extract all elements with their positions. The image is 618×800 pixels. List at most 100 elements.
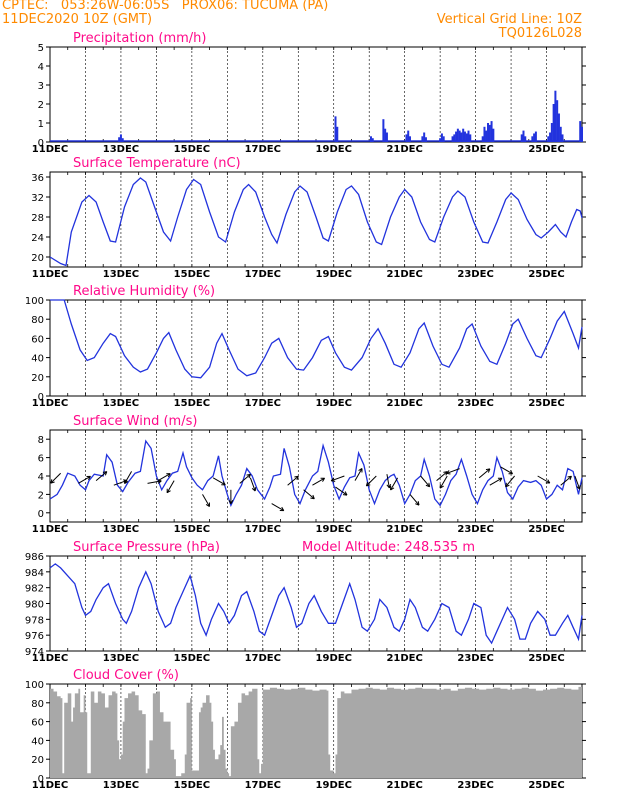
wind-arrow bbox=[166, 480, 175, 494]
wind-arrow bbox=[78, 475, 91, 484]
x-tick-label: 23DEC bbox=[457, 653, 493, 664]
series-line bbox=[49, 439, 583, 508]
x-tick-label: 23DEC bbox=[457, 780, 493, 791]
y-tick-label: 24 bbox=[31, 233, 44, 244]
wind-arrow-shaft bbox=[166, 480, 175, 493]
precip-bar bbox=[382, 119, 385, 142]
precip-bar bbox=[557, 113, 560, 142]
wind-arrow-head bbox=[312, 494, 315, 499]
wind-arrow bbox=[409, 494, 420, 506]
plot-frame bbox=[49, 299, 583, 397]
wind-arrow-head bbox=[446, 472, 451, 475]
x-tick-label: 21DEC bbox=[386, 144, 422, 155]
x-tick-label: 13DEC bbox=[103, 269, 139, 280]
y-tick-label: 3 bbox=[38, 81, 44, 92]
header-station: CPTEC: 053:26W-06:05S PROX06: TUCUMA (PA… bbox=[2, 0, 329, 13]
y-tick-label: 80 bbox=[31, 315, 44, 326]
wind-arrow-shaft bbox=[239, 473, 251, 484]
precip-bar bbox=[424, 137, 427, 142]
precip-bar bbox=[465, 133, 468, 142]
y-tick-label: 8 bbox=[38, 435, 44, 446]
x-tick-label: 17DEC bbox=[245, 524, 281, 535]
y-tick-label: 80 bbox=[31, 699, 44, 710]
precip-bar bbox=[561, 134, 564, 142]
plot-frame bbox=[49, 46, 583, 143]
precip-bar bbox=[533, 133, 536, 142]
y-tick-label: 984 bbox=[25, 568, 44, 579]
precip-bar bbox=[385, 132, 388, 142]
wind-arrow-shaft bbox=[505, 475, 515, 488]
wind-arrow bbox=[354, 468, 363, 481]
wind-arrow bbox=[537, 475, 551, 484]
x-tick-label: 19DEC bbox=[316, 144, 352, 155]
wind-arrow bbox=[312, 477, 326, 486]
precip-bar bbox=[487, 123, 490, 142]
wind-arrow-head bbox=[166, 490, 171, 494]
precip-bar bbox=[451, 136, 454, 142]
panel-pressure: 974 976 978 980 982 984 986 11DEC 13DEC 15DEC 17DE… bbox=[25, 540, 586, 664]
wind-arrow-head bbox=[428, 482, 431, 487]
precip-bar bbox=[456, 128, 459, 142]
x-tick-label: 11DEC bbox=[32, 653, 68, 664]
header-run-time: 11DEC2020 10Z (GMT) bbox=[2, 12, 153, 27]
wind-arrow-head bbox=[230, 500, 234, 505]
wind-arrow-head bbox=[446, 470, 450, 474]
precip-bar bbox=[423, 132, 426, 142]
y-tick-label: 4 bbox=[38, 62, 44, 73]
precip-bar bbox=[579, 121, 582, 142]
wind-arrow bbox=[365, 475, 377, 487]
x-tick-label: 19DEC bbox=[316, 653, 352, 664]
y-tick-label: 4 bbox=[38, 472, 44, 483]
wind-arrow bbox=[478, 468, 491, 479]
series-line bbox=[50, 299, 583, 379]
x-tick-label: 25DEC bbox=[528, 269, 564, 280]
y-tick-label: 20 bbox=[31, 755, 44, 766]
precip-bar bbox=[407, 130, 410, 142]
x-tick-label: 13DEC bbox=[103, 524, 139, 535]
y-tick-label: 60 bbox=[31, 334, 44, 345]
panel-title: Precipitation (mm/h) bbox=[73, 31, 206, 46]
y-tick-label: 974 bbox=[25, 647, 44, 658]
x-tick-label: 11DEC bbox=[32, 524, 68, 535]
panel-title: Surface Temperature (nC) bbox=[73, 156, 241, 171]
wind-arrow-head bbox=[344, 491, 348, 496]
y-tick-label: 0 bbox=[38, 138, 44, 149]
y-tick-label: 6 bbox=[38, 454, 44, 465]
wind-arrow bbox=[489, 477, 503, 486]
series-line bbox=[49, 177, 583, 267]
x-tick-label: 25DEC bbox=[528, 524, 564, 535]
precip-bar bbox=[369, 136, 372, 142]
wind-arrow bbox=[50, 472, 61, 484]
wind-arrow-head bbox=[415, 503, 420, 506]
precip-bar bbox=[524, 136, 527, 142]
wind-arrow-shaft bbox=[202, 494, 210, 507]
precip-bar bbox=[462, 128, 465, 142]
cloud-cover-area bbox=[50, 686, 582, 778]
wind-arrow-shaft bbox=[390, 477, 399, 491]
wind-arrow-shaft bbox=[331, 475, 345, 482]
y-tick-label: 100 bbox=[25, 296, 44, 307]
x-tick-label: 15DEC bbox=[174, 524, 210, 535]
wind-arrow-shaft bbox=[157, 473, 171, 482]
precip-bar bbox=[469, 134, 472, 142]
header-model-id: TQ0126L028 bbox=[498, 26, 582, 41]
precip-bar bbox=[119, 134, 122, 142]
wind-arrow-head bbox=[443, 471, 448, 473]
wind-arrow bbox=[420, 475, 431, 488]
wind-arrow-shaft bbox=[560, 475, 572, 486]
x-tick-label: 17DEC bbox=[245, 780, 281, 791]
wind-arrow-head bbox=[281, 506, 285, 511]
wind-arrow bbox=[505, 475, 515, 488]
x-tick-label: 11DEC bbox=[32, 398, 68, 409]
wind-arrow-head bbox=[310, 497, 315, 500]
wind-arrow-shaft bbox=[287, 475, 299, 486]
x-tick-label: 25DEC bbox=[528, 780, 564, 791]
wind-arrow bbox=[239, 473, 251, 484]
wind-arrow bbox=[95, 471, 108, 481]
wind-arrow-shaft bbox=[271, 503, 285, 512]
wind-arrow-shaft bbox=[95, 471, 108, 481]
y-tick-label: 0 bbox=[38, 392, 44, 403]
x-tick-label: 21DEC bbox=[386, 653, 422, 664]
wind-arrow-head bbox=[505, 484, 510, 488]
wind-arrow-head bbox=[388, 483, 392, 489]
